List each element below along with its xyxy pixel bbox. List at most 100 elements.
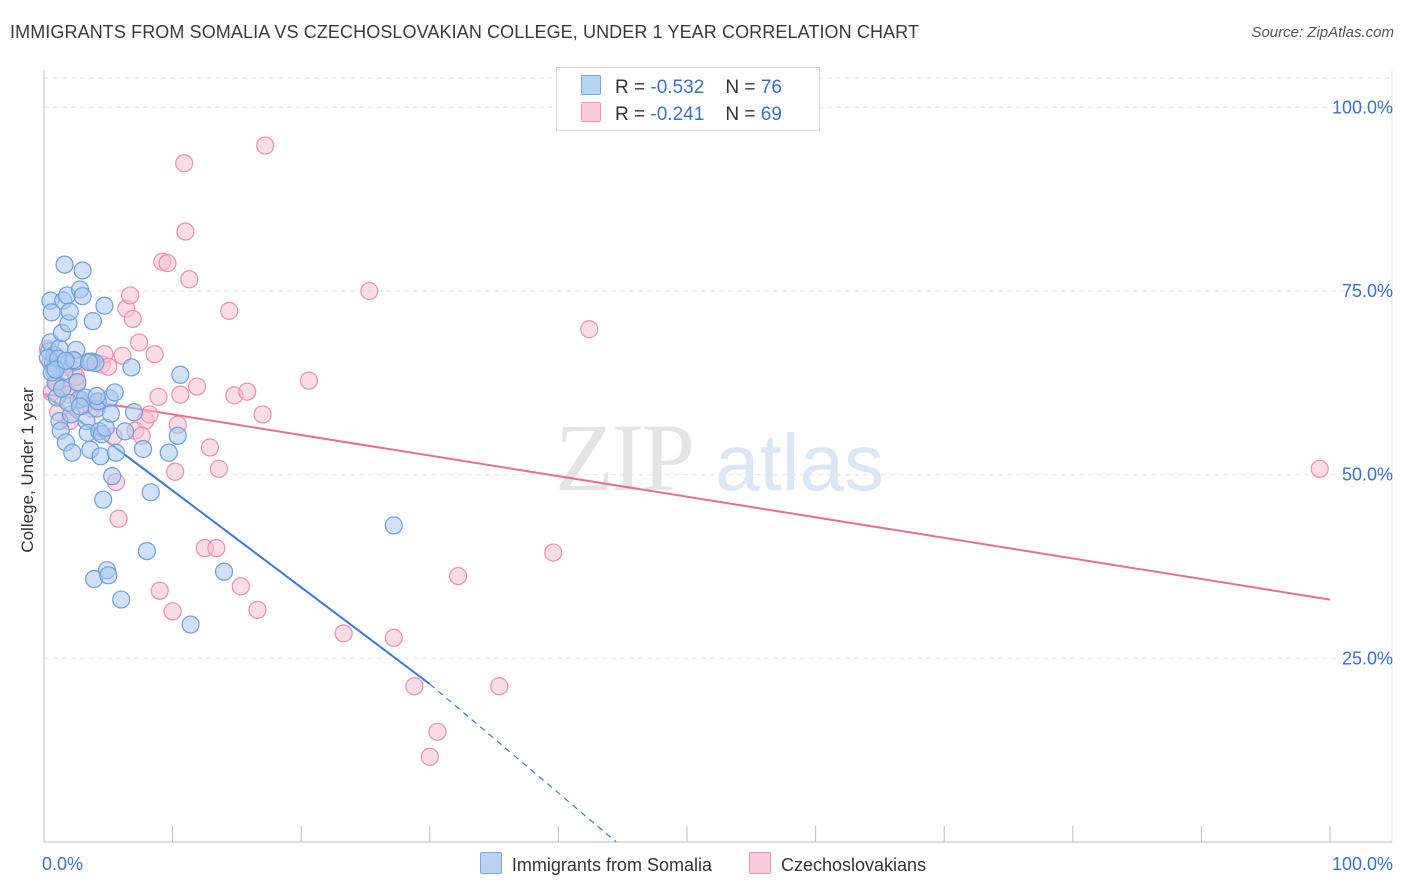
legend-n-value-somalia: 76 (760, 77, 782, 98)
legend-swatch-somalia (581, 75, 601, 95)
point-czechoslovakian (121, 286, 140, 305)
point-somalia (105, 383, 124, 402)
point-somalia (63, 443, 82, 462)
data-points (38, 136, 1329, 766)
point-czechoslovakian (231, 577, 250, 596)
point-somalia (115, 422, 135, 441)
x-tick-label-max: 100.0% (1332, 854, 1393, 874)
point-somalia (103, 467, 122, 486)
point-czechoslovakian (149, 387, 168, 406)
watermark-atlas: atlas (715, 418, 884, 507)
point-somalia (42, 303, 61, 322)
point-czechoslovakian (238, 382, 257, 401)
legend-r-label: R = (615, 77, 646, 98)
point-somalia (133, 439, 153, 459)
point-somalia (70, 397, 90, 416)
legend-row-czech: R = -0.241 N = 69 (581, 102, 782, 126)
point-somalia (95, 296, 114, 315)
legend-item-czech[interactable]: Czechoslovakians (749, 852, 926, 876)
point-czechoslovakian (150, 581, 169, 600)
point-somalia (168, 426, 187, 445)
point-czechoslovakian (180, 270, 199, 289)
legend-row-somalia: R = -0.532 N = 76 (581, 75, 782, 99)
y-tick-label: 100.0% (1332, 97, 1393, 117)
correlation-legend: R = -0.532 N = 76 R = -0.241 N = 69 (556, 67, 820, 131)
point-somalia (87, 386, 106, 406)
point-czechoslovakian (360, 281, 379, 301)
axes (43, 70, 1393, 843)
point-czechoslovakian (220, 301, 239, 320)
point-czechoslovakian (253, 405, 272, 424)
point-czechoslovakian (187, 377, 207, 396)
point-somalia (101, 404, 120, 423)
point-somalia (94, 490, 113, 509)
point-czechoslovakian (163, 602, 182, 621)
point-czechoslovakian (490, 677, 509, 696)
point-somalia (214, 562, 234, 581)
point-czechoslovakian (334, 624, 353, 643)
point-czechoslovakian (405, 677, 424, 696)
point-czechoslovakian (209, 459, 228, 478)
point-somalia (68, 373, 87, 392)
point-somalia (73, 287, 92, 306)
point-czechoslovakian (200, 438, 219, 457)
point-somalia (91, 447, 110, 466)
trend-line-czechoslovakian (43, 392, 1331, 601)
point-czechoslovakian (158, 254, 177, 273)
point-czechoslovakian (109, 509, 128, 528)
legend-r-value-czech: -0.241 (650, 104, 705, 125)
point-somalia (60, 302, 79, 321)
point-somalia (181, 615, 200, 634)
point-somalia (124, 403, 144, 422)
point-somalia (171, 365, 190, 384)
tick-labels: 25.0% 50.0% 75.0% 100.0% 0.0% 100.0% (42, 97, 1393, 874)
point-czechoslovakian (384, 628, 403, 647)
point-somalia (122, 358, 141, 377)
legend-n-label: N = (725, 104, 756, 125)
point-czechoslovakian (428, 722, 447, 741)
point-somalia (384, 516, 403, 535)
point-czechoslovakian (140, 405, 159, 424)
point-czechoslovakian (256, 136, 275, 155)
legend-label-somalia: Immigrants from Somalia (511, 855, 712, 875)
point-czechoslovakian (580, 320, 599, 339)
point-czechoslovakian (299, 371, 319, 390)
point-czechoslovakian (544, 543, 563, 562)
series-legend: Immigrants from Somalia Czechoslovakians (0, 852, 1406, 876)
point-czechoslovakian (420, 747, 439, 766)
legend-n-value-czech: 69 (760, 104, 782, 125)
point-somalia (112, 590, 131, 609)
point-czechoslovakian (1310, 459, 1329, 478)
y-tick-label: 50.0% (1342, 465, 1393, 485)
trend-line-somalia-extension (429, 683, 617, 843)
legend-r-label: R = (615, 104, 646, 125)
legend-swatch-somalia (479, 852, 502, 874)
point-somalia (55, 255, 74, 274)
legend-item-somalia[interactable]: Immigrants from Somalia (479, 852, 712, 876)
point-czechoslovakian (145, 345, 164, 364)
point-somalia (56, 351, 75, 370)
point-czechoslovakian (166, 462, 185, 481)
source-label: Source: ZipAtlas.com (1251, 24, 1394, 41)
legend-swatch-czech (749, 852, 771, 874)
point-somalia (141, 483, 160, 502)
watermark-zip: ZIP (555, 404, 693, 511)
point-somalia (73, 261, 92, 280)
gridlines (44, 77, 1392, 659)
chart-title: IMMIGRANTS FROM SOMALIA VS CZECHOSLOVAKI… (10, 22, 920, 42)
point-czechoslovakian (123, 309, 142, 329)
point-czechoslovakian (171, 385, 190, 404)
point-somalia (99, 566, 118, 585)
point-czechoslovakian (175, 154, 194, 173)
legend-label-czech: Czechoslovakians (781, 855, 927, 875)
point-czechoslovakian (248, 600, 267, 619)
y-tick-label: 75.0% (1342, 281, 1393, 301)
point-czechoslovakian (176, 222, 195, 241)
point-czechoslovakian (448, 566, 468, 586)
watermark: ZIP atlas (555, 404, 884, 511)
legend-r-value-somalia: -0.532 (650, 77, 705, 98)
point-somalia (106, 443, 126, 462)
legend-swatch-czech (581, 102, 601, 122)
y-tick-label: 25.0% (1342, 648, 1393, 668)
